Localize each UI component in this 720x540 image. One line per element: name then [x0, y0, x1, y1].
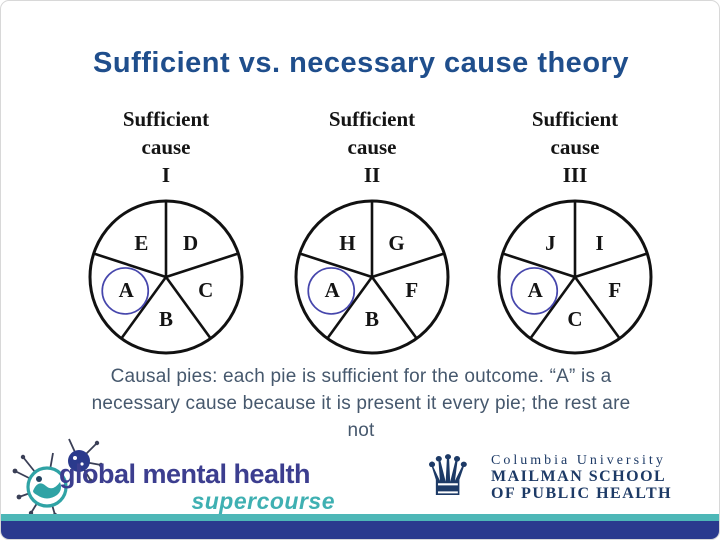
pie-heading-line: Sufficient: [122, 107, 210, 131]
footer-teal-stripe: [1, 514, 719, 521]
pie-chart-svg: DC BAE: [88, 199, 244, 355]
pie-slice-divider: [529, 276, 577, 340]
necessary-cause-circle: [307, 267, 356, 315]
necessary-cause-circle: [510, 267, 559, 315]
pie-chart-svg: GF BAH: [294, 199, 450, 355]
pie-slice-divider: [120, 276, 168, 340]
pie-segment-label: E: [134, 231, 148, 255]
pie-segment-label: J: [545, 231, 556, 255]
pie-segment-label: A: [528, 278, 544, 302]
pie-heading-line: cause: [550, 135, 600, 159]
pie-numeral: I: [161, 163, 171, 187]
columbia-line2: MAILMAN SCHOOL: [491, 468, 667, 485]
pie-numeral: II: [363, 163, 381, 187]
pie-slice-divider: [326, 276, 374, 340]
pie-heading-line: Sufficient: [531, 107, 619, 131]
pie-heading-line: cause: [141, 135, 191, 159]
pie-segment-label: I: [595, 231, 603, 255]
pie-slice-divider: [371, 252, 445, 279]
pie-slice-divider: [299, 252, 373, 279]
columbia-logo-text: Columbia University MAILMAN SCHOOL OF PU…: [491, 453, 672, 502]
columbia-line3: OF PUBLIC HEALTH: [491, 484, 673, 502]
gmh-logo-text: global mental health supercourse: [59, 459, 335, 513]
pie-segment-label: A: [325, 278, 341, 302]
pie-slice-divider: [370, 276, 418, 340]
pie-segment-label: B: [365, 307, 379, 331]
gmh-neuron-icon: [12, 438, 104, 518]
pie-slice-divider: [502, 252, 576, 279]
columbia-crown-icon: ♛: [422, 444, 474, 509]
sufficient-cause-pie-II: Sufficient cause II G F B A H: [272, 105, 472, 361]
pie-chart-svg: IF CAJ: [497, 199, 653, 355]
pie-segment-label: C: [567, 307, 582, 331]
footer-navy-bar: [1, 521, 719, 539]
pie-slice-divider: [93, 252, 167, 279]
pie-segment-label: A: [119, 278, 135, 302]
pie-slice-divider: [573, 276, 621, 340]
pie-segment-label: G: [388, 231, 404, 255]
pie-heading: Sufficient cause II: [272, 105, 472, 189]
pie-segment-label: H: [339, 231, 355, 255]
pie-segment-label: F: [608, 278, 621, 302]
sufficient-cause-pie-III: Sufficient cause III I F C A J: [475, 105, 675, 361]
pie-heading: Sufficient cause III: [475, 105, 675, 189]
slide-title: Sufficient vs. necessary cause theory: [93, 47, 629, 79]
sufficient-cause-pie-I: Sufficient cause I D C B A E: [66, 105, 266, 361]
gmh-logo-line2: supercourse: [191, 488, 335, 514]
caption-text: Causal pies: each pie is sufficient for …: [91, 366, 631, 441]
pie-slice-divider: [574, 252, 648, 279]
pie-slice-divider: [164, 276, 212, 340]
pie-heading-line: Sufficient: [328, 107, 416, 131]
gmh-logo-line1: global mental health: [59, 459, 311, 489]
pie-segment-label: D: [183, 231, 198, 255]
pie-heading: Sufficient cause I: [66, 105, 266, 189]
pie-segment-label: C: [198, 278, 213, 302]
pie-numeral: III: [562, 163, 588, 187]
pie-segment-label: B: [159, 307, 173, 331]
necessary-cause-circle: [101, 267, 150, 315]
columbia-line1: Columbia University: [491, 453, 666, 468]
pie-segment-label: F: [405, 278, 418, 302]
pie-heading-line: cause: [347, 135, 397, 159]
pie-slice-divider: [165, 252, 239, 279]
